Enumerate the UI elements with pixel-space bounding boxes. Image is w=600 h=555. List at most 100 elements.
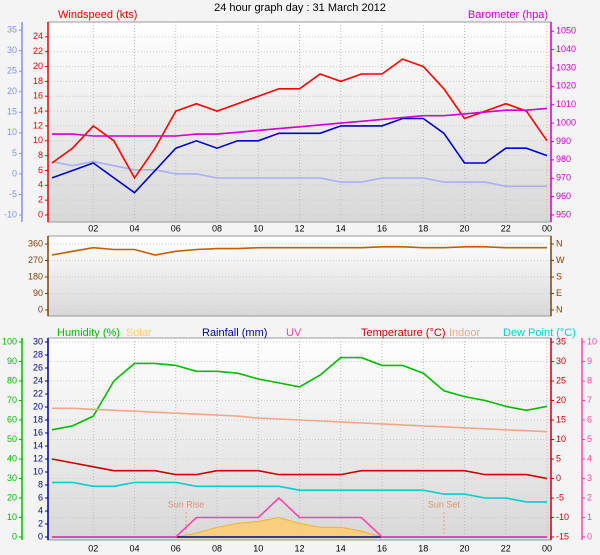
y-tick-label: 4 [38, 505, 43, 515]
x-tick-label: 12 [294, 543, 304, 553]
y-tick-label: 9 [587, 356, 592, 366]
y-tick-label: 10 [556, 434, 566, 444]
x-tick-label: 04 [129, 543, 139, 553]
y-tick-label: 5 [587, 434, 592, 444]
x-tick-label: 06 [171, 223, 181, 233]
x-tick-label: 02 [88, 543, 98, 553]
x-tick-label: 14 [336, 223, 346, 233]
x-tick-label: 00 [542, 223, 552, 233]
y-tick-label: 10 [7, 127, 17, 137]
y-tick-label: 16 [33, 91, 43, 101]
line [52, 481, 547, 503]
y-tick-label: 18 [33, 414, 43, 424]
y-tick-label: -10 [556, 512, 569, 522]
line [51, 246, 547, 256]
y-tick-label: 1010 [556, 99, 576, 109]
y-tick-label: 8 [38, 150, 43, 160]
y-tick-label: 1020 [556, 81, 576, 91]
y-tick-label: 10 [587, 336, 597, 346]
y-tick-label: 14 [33, 105, 43, 115]
y-tick-label: 22 [33, 388, 43, 398]
y-tick-label: -5 [556, 492, 564, 502]
y-tick-label: 80 [7, 375, 17, 385]
axis-title: Barometer (hpa) [468, 9, 548, 21]
x-tick-label: 00 [542, 543, 552, 553]
x-tick-label: 02 [88, 223, 98, 233]
axis-title: Windspeed (kts) [58, 9, 137, 21]
line [51, 356, 548, 431]
y-tick-label: 16 [33, 427, 43, 437]
y-tick-label: 5 [556, 453, 561, 463]
y-tick-label: 7 [587, 395, 592, 405]
y-tick-label: 15 [556, 414, 566, 424]
y-tick-label: 25 [556, 375, 566, 385]
annotation: Sun Set [428, 499, 461, 509]
x-tick-label: 04 [129, 223, 139, 233]
y-tick-label: 26 [33, 362, 43, 372]
y-tick-label: 14 [33, 440, 43, 450]
x-tick-label: 08 [212, 543, 222, 553]
y-tick-label: 20 [556, 395, 566, 405]
y-tick-label: -5 [9, 189, 17, 199]
y-tick-label: 100 [2, 336, 17, 346]
line [51, 458, 548, 480]
y-tick-label: 60 [7, 414, 17, 424]
y-tick-label: 12 [33, 120, 43, 130]
y-tick-label: 90 [7, 356, 17, 366]
y-tick-label: 8 [38, 479, 43, 489]
x-tick-label: 14 [336, 543, 346, 553]
x-tick-label: 12 [294, 223, 304, 233]
x-tick-label: 08 [212, 223, 222, 233]
legend-label: Solar [126, 327, 152, 339]
x-tick-label: 20 [459, 543, 469, 553]
y-tick-label: 360 [28, 238, 43, 248]
y-tick-label: 28 [33, 349, 43, 359]
y-tick-label: 0 [12, 531, 17, 541]
y-tick-label: 990 [556, 136, 571, 146]
y-tick-label: 950 [556, 209, 571, 219]
y-tick-label: 15 [7, 107, 17, 117]
line [52, 496, 547, 538]
line [52, 407, 548, 433]
y-tick-label: 6 [38, 165, 43, 175]
x-tick-label: 10 [253, 543, 263, 553]
y-tick-label: 22 [33, 46, 43, 56]
y-tick-label: 5 [12, 148, 17, 158]
y-tick-label: -10 [4, 209, 17, 219]
annotation: Sun Rise [168, 499, 205, 509]
x-tick-label: 18 [418, 223, 428, 233]
line [52, 107, 548, 137]
y-tick-label: 1000 [556, 117, 576, 127]
x-tick-label: 16 [377, 223, 387, 233]
y-tick-label: 12 [33, 453, 43, 463]
y-tick-label: 20 [7, 492, 17, 502]
y-tick-label: 30 [7, 473, 17, 483]
y-tick-label: 10 [33, 466, 43, 476]
y-tick-label: 0 [38, 304, 43, 314]
y-tick-label: 970 [556, 173, 571, 183]
y-tick-label: 1 [587, 512, 592, 522]
y-tick-label: 2 [38, 518, 43, 528]
y-tick-label: 0 [12, 168, 17, 178]
y-tick-label: 0 [38, 209, 43, 219]
y-tick-label: 270 [28, 255, 43, 265]
x-tick-label: 06 [171, 543, 181, 553]
line [51, 160, 547, 188]
y-tick-label: 1030 [556, 62, 576, 72]
y-tick-label: 10 [33, 135, 43, 145]
y-tick-label: 24 [33, 375, 43, 385]
y-tick-label: -15 [556, 531, 569, 541]
legend-label: UV [286, 327, 302, 339]
legend-label: Dew Point (°C) [503, 327, 576, 339]
line [51, 117, 548, 194]
y-tick-label: N [556, 304, 563, 314]
y-tick-label: 6 [38, 492, 43, 502]
y-tick-label: 35 [556, 336, 566, 346]
y-tick-label: 30 [556, 356, 566, 366]
legend-label: Indoor [449, 327, 481, 339]
legend-label: Humidity (%) [57, 327, 120, 339]
y-tick-label: 40 [7, 453, 17, 463]
y-tick-label: 30 [33, 336, 43, 346]
y-tick-label: 960 [556, 191, 571, 201]
